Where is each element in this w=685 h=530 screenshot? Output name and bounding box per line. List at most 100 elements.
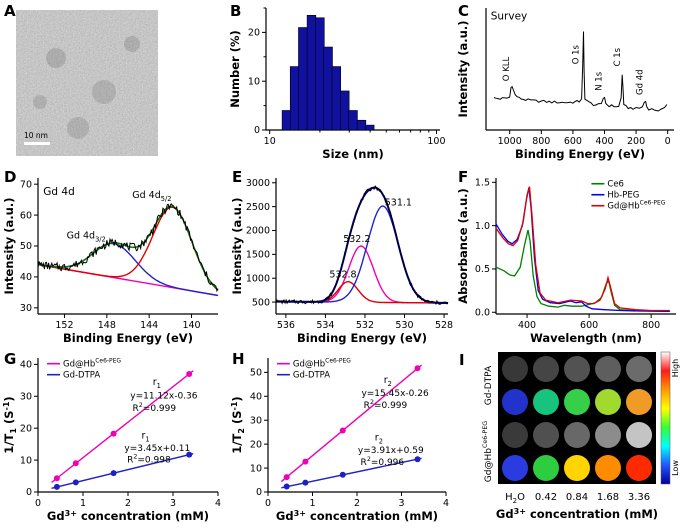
svg-text:2: 2 xyxy=(354,498,360,509)
svg-text:30: 30 xyxy=(20,391,32,402)
svg-text:0.84: 0.84 xyxy=(566,492,588,503)
svg-text:30: 30 xyxy=(20,303,32,314)
svg-text:148: 148 xyxy=(98,320,116,331)
svg-text:532: 532 xyxy=(356,320,374,331)
nanoparticle xyxy=(46,48,66,68)
svg-text:2500: 2500 xyxy=(246,202,270,213)
svg-text:H2O: H2O xyxy=(505,492,525,505)
svg-text:0: 0 xyxy=(35,498,41,509)
svg-text:1: 1 xyxy=(80,498,86,509)
nanoparticle xyxy=(67,117,89,139)
svg-text:Intensity (a.u.): Intensity (a.u.) xyxy=(456,21,470,118)
xps-o1s-chart-svg: 536 534 532 530 528 500 1000 1500 2000 2500 3000 Bi… xyxy=(230,178,453,345)
svg-text:Intensity (a.u.): Intensity (a.u.) xyxy=(230,198,244,295)
svg-text:R2=0.996: R2=0.996 xyxy=(361,456,405,468)
svg-text:2000: 2000 xyxy=(246,226,270,237)
svg-text:O 1s: O 1s xyxy=(571,44,581,64)
panel-h-label: H xyxy=(232,350,245,368)
svg-text:Gd@HbCe6-PEG: Gd@HbCe6-PEG xyxy=(607,200,665,212)
r1-relaxivity-chart: 0 1 2 3 4 0 10 20 30 40 Gd3+ concentration (mM) 1/T… xyxy=(2,350,228,530)
svg-text:r1: r1 xyxy=(142,430,150,443)
panel-e-label: E xyxy=(232,168,243,186)
svg-text:Number (%): Number (%) xyxy=(228,30,242,108)
svg-text:50: 50 xyxy=(20,241,32,252)
tem-micrograph: 10 nm xyxy=(16,10,158,156)
svg-text:N 1s: N 1s xyxy=(594,71,604,90)
svg-text:144: 144 xyxy=(140,320,158,331)
svg-text:532.8: 532.8 xyxy=(329,269,356,280)
svg-text:1000: 1000 xyxy=(246,273,270,284)
xps-survey-chart-svg: 1000 800 600 400 200 0 Binding Energy (eV) Inte… xyxy=(456,8,674,161)
svg-text:High: High xyxy=(671,359,680,377)
svg-text:R2=0.998: R2=0.998 xyxy=(127,454,171,466)
svg-text:Gd3+ concentration (mM): Gd3+ concentration (mM) xyxy=(276,509,438,523)
svg-text:10: 10 xyxy=(250,463,262,474)
svg-text:Gd-DTPA: Gd-DTPA xyxy=(484,365,494,405)
svg-text:r2: r2 xyxy=(384,375,392,388)
svg-text:Hb-PEG: Hb-PEG xyxy=(607,191,639,201)
svg-text:30: 30 xyxy=(250,415,262,426)
xps-o1s-chart: 536 534 532 530 528 500 1000 1500 2000 2500 3000 Bi… xyxy=(230,168,456,350)
svg-text:Binding Energy (eV): Binding Energy (eV) xyxy=(297,331,427,345)
svg-text:536: 536 xyxy=(277,320,295,331)
svg-text:3000: 3000 xyxy=(246,178,270,189)
svg-text:Gd@HbCe6-PEG: Gd@HbCe6-PEG xyxy=(293,358,351,370)
xps-gd4d-chart: 152 148 144 140 30 40 50 60 70 Binding Energy (eV… xyxy=(2,168,228,350)
absorbance-chart: 400 600 800 0.0 0.5 1.0 1.5 Wavelength (nm) Abso… xyxy=(456,168,684,350)
svg-text:40: 40 xyxy=(20,360,32,371)
svg-text:200: 200 xyxy=(627,136,645,147)
svg-text:20: 20 xyxy=(20,423,32,434)
svg-text:70: 70 xyxy=(20,179,32,190)
svg-text:1000: 1000 xyxy=(498,136,522,147)
svg-text:3.36: 3.36 xyxy=(628,492,650,503)
svg-text:152: 152 xyxy=(55,320,73,331)
svg-text:3: 3 xyxy=(398,498,404,509)
mr-phantom-panel: Gd-DTPA Gd@HbCe6-PEG High Low H2O 0.42 0.84 1.6… xyxy=(456,350,685,530)
panel-a-label: A xyxy=(4,2,16,20)
svg-text:Ce6: Ce6 xyxy=(607,180,624,190)
svg-text:10: 10 xyxy=(248,76,260,87)
svg-text:532.2: 532.2 xyxy=(343,234,370,245)
svg-text:Binding Energy (eV): Binding Energy (eV) xyxy=(515,147,645,161)
svg-text:500: 500 xyxy=(252,297,270,308)
svg-text:534: 534 xyxy=(316,320,334,331)
svg-text:4: 4 xyxy=(215,498,221,509)
svg-text:0: 0 xyxy=(665,136,671,147)
svg-text:4: 4 xyxy=(443,498,449,509)
svg-text:1500: 1500 xyxy=(246,250,270,261)
svg-text:3: 3 xyxy=(170,498,176,509)
svg-text:Gd3+ concentration (mM): Gd3+ concentration (mM) xyxy=(496,507,658,521)
svg-text:400: 400 xyxy=(595,136,613,147)
svg-text:400: 400 xyxy=(518,320,536,331)
xps-gd4d-chart-svg: 152 148 144 140 30 40 50 60 70 Binding Energy (eV… xyxy=(2,178,219,345)
svg-text:y=3.91x+0.59: y=3.91x+0.59 xyxy=(358,446,424,456)
svg-text:800: 800 xyxy=(642,320,660,331)
tem-noise-field xyxy=(16,10,158,156)
panel-i-label: I xyxy=(459,351,465,369)
scale-bar-text: 10 nm xyxy=(24,131,48,140)
svg-text:C 1s: C 1s xyxy=(613,47,623,66)
r2-relaxivity-chart: 0 1 2 3 4 0 10 20 30 40 50 Gd3+ concentration (mM) 1… xyxy=(230,350,456,530)
svg-text:1.5: 1.5 xyxy=(475,178,490,189)
size-histogram-chart-svg: 10 100 0 10 20 Size (nm) Number (%) xyxy=(228,7,446,161)
svg-text:0: 0 xyxy=(26,487,32,498)
panel-c-label: C xyxy=(458,2,470,20)
svg-text:1.68: 1.68 xyxy=(597,492,619,503)
svg-text:0.5: 0.5 xyxy=(475,264,490,275)
svg-text:800: 800 xyxy=(532,136,550,147)
svg-text:y=11.12x-0.36: y=11.12x-0.36 xyxy=(130,392,198,402)
panel-f-label: F xyxy=(458,168,469,186)
svg-text:Wavelength (nm): Wavelength (nm) xyxy=(530,331,642,345)
svg-text:20: 20 xyxy=(248,28,260,39)
nanoparticle xyxy=(92,80,116,104)
svg-text:Survey: Survey xyxy=(491,11,528,23)
svg-text:r1: r1 xyxy=(153,377,161,390)
svg-text:530: 530 xyxy=(395,320,413,331)
svg-text:Binding Energy (eV): Binding Energy (eV) xyxy=(63,331,193,345)
svg-text:0.0: 0.0 xyxy=(475,307,490,318)
svg-text:0.42: 0.42 xyxy=(535,492,557,503)
svg-text:10: 10 xyxy=(264,136,276,147)
tem-image: 10 nm xyxy=(16,10,158,156)
